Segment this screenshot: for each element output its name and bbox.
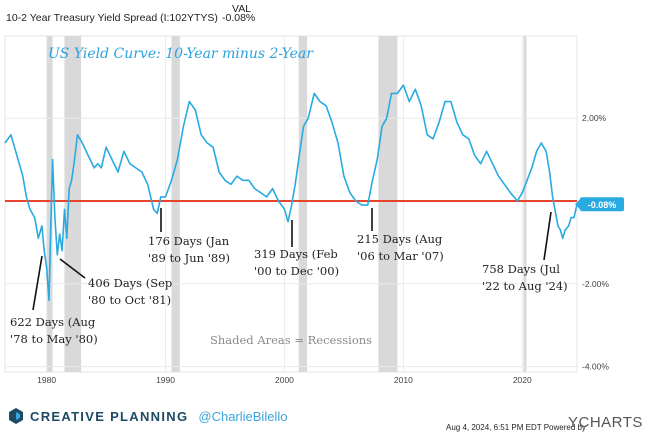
annotation-text: '00 to Dec '00) — [254, 264, 339, 278]
annotation-text: '78 to May '80) — [10, 332, 98, 346]
annotation-pointer — [59, 258, 86, 279]
recession-band — [523, 36, 527, 372]
recession-band — [298, 36, 308, 372]
y-tick-label: -4.00% — [582, 362, 609, 372]
annotation-text: 176 Days (Jan — [148, 234, 230, 248]
ycharts-logo[interactable]: YCHARTS — [568, 414, 643, 431]
x-tick-label: 2010 — [394, 375, 413, 385]
annotation-text: 215 Days (Aug — [357, 232, 443, 246]
series-name: 10-2 Year Treasury Yield Spread (I:102YT… — [6, 12, 218, 24]
chart-title: US Yield Curve: 10-Year minus 2-Year — [48, 46, 314, 62]
x-tick-label: 1990 — [156, 375, 175, 385]
annotation-text: 758 Days (Jul — [482, 262, 560, 276]
annotation-pointer — [32, 255, 43, 311]
series-line — [4, 84, 578, 302]
x-tick-label: 1980 — [37, 375, 56, 385]
current-value-badge — [580, 197, 624, 212]
annotation-text: 319 Days (Feb — [254, 247, 338, 261]
annotation-text: 622 Days (Aug — [10, 315, 96, 329]
x-tick-label: 2000 — [275, 375, 294, 385]
annotation-text: Shaded Areas = Recessions — [210, 333, 372, 347]
creative-planning-logo-icon — [9, 408, 23, 424]
annotation-text: '22 to Aug '24) — [482, 279, 568, 293]
y-tick-label: 2.00% — [582, 113, 607, 123]
annotation-text: 406 Days (Sep — [88, 276, 172, 290]
recession-band — [46, 36, 53, 372]
annotation-text: '06 to Mar '07) — [357, 249, 444, 263]
current-value-badge-pointer — [575, 199, 580, 210]
annotation-text: '89 to Jun '89) — [148, 251, 230, 265]
val-column-header: VAL — [232, 3, 252, 15]
author-handle[interactable]: @CharlieBilello — [198, 408, 288, 424]
recession-band — [378, 36, 398, 372]
current-value-text: -0.08% — [222, 12, 256, 24]
annotation-text: '80 to Oct '81) — [88, 293, 171, 307]
recession-band — [64, 36, 82, 372]
current-value-badge-label: -0.08% — [588, 200, 617, 210]
brand-name: CREATIVE PLANNING — [30, 408, 189, 424]
timestamp-text: Aug 4, 2024, 6:51 PM EDT Powered by — [446, 423, 586, 432]
recession-band — [171, 36, 180, 372]
x-tick-label: 2020 — [513, 375, 532, 385]
y-tick-label: -2.00% — [582, 279, 609, 289]
annotation-pointer — [543, 211, 552, 261]
footer-branding: CREATIVE PLANNING @CharlieBilello — [8, 407, 287, 425]
